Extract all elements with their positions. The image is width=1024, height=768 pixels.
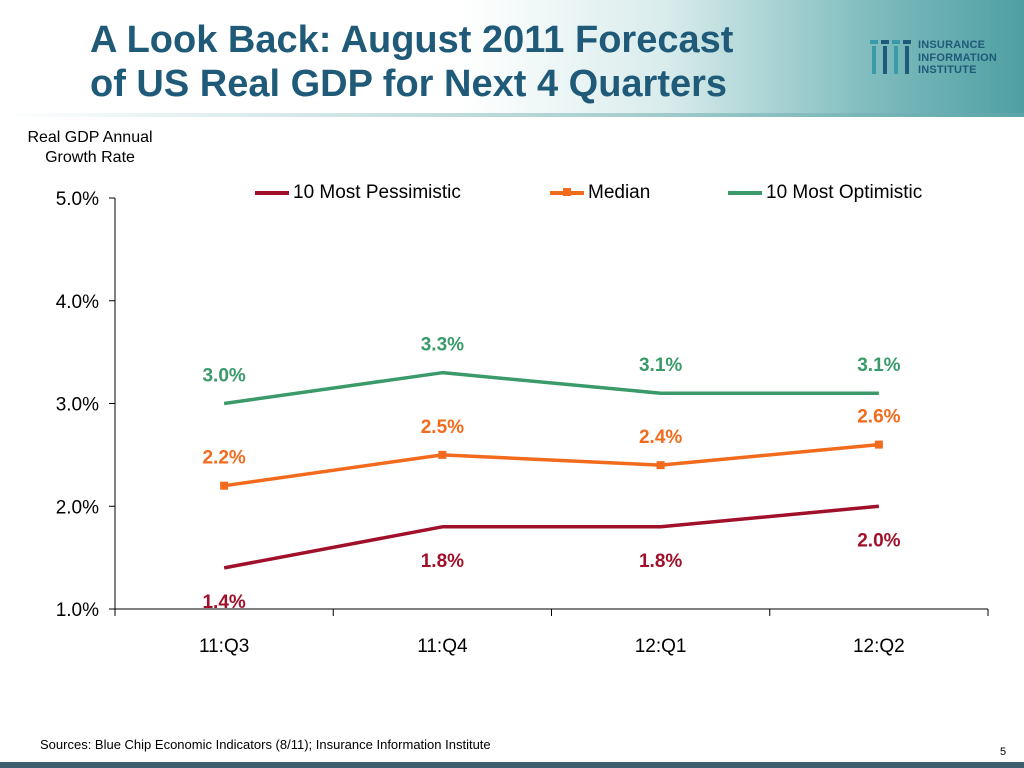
- legend-label-pessimistic: 10 Most Pessimistic: [293, 182, 461, 203]
- legend-item-optimistic: 10 Most Optimistic: [728, 180, 922, 206]
- data-label: 3.3%: [421, 335, 464, 356]
- bottom-bar: [0, 762, 1024, 768]
- slide-title: A Look Back: August 2011 Forecast of US …: [90, 18, 850, 106]
- legend-item-pessimistic: 10 Most Pessimistic: [255, 180, 461, 206]
- data-label: 3.0%: [202, 366, 245, 387]
- header-band: [0, 0, 1024, 115]
- header-divider: [0, 113, 1024, 117]
- logo-wordmark: INSURANCE INFORMATION INSTITUTE: [918, 39, 997, 77]
- x-tick-label: 11:Q3: [199, 636, 249, 657]
- y-axis-title-line-2: Growth Rate: [45, 149, 135, 166]
- x-tick-label: 12:Q1: [635, 636, 687, 657]
- data-point-marker: [438, 450, 447, 459]
- y-axis-title: Real GDP Annual Growth Rate: [10, 128, 170, 168]
- data-point-marker: [874, 440, 883, 449]
- iii-logo: INSURANCE INFORMATION INSTITUTE: [868, 36, 1018, 80]
- y-tick-label: 3.0%: [56, 395, 99, 416]
- data-label: 2.2%: [202, 448, 245, 469]
- title-line-1: A Look Back: August 2011 Forecast: [90, 19, 734, 61]
- data-point-marker: [656, 461, 665, 470]
- y-tick-label: 1.0%: [56, 600, 99, 621]
- y-tick-label: 4.0%: [56, 292, 99, 313]
- iii-logo-icon: [870, 40, 911, 74]
- x-tick-label: 12:Q2: [853, 636, 905, 657]
- data-label: 3.1%: [639, 355, 682, 376]
- series-line-0: [223, 504, 880, 570]
- y-tick-label: 2.0%: [56, 497, 99, 518]
- data-point-marker: [220, 481, 229, 490]
- series-line-2: [223, 370, 879, 406]
- data-label: 3.1%: [857, 355, 900, 376]
- logo-line-2: INFORMATION: [918, 51, 997, 64]
- logo-line-1: INSURANCE: [918, 39, 986, 51]
- data-label: 1.8%: [639, 551, 682, 572]
- data-label: 2.0%: [857, 530, 900, 551]
- chart-legend: 10 Most Pessimistic Median 10 Most Optim…: [255, 180, 975, 206]
- series-line-1: [223, 442, 880, 488]
- legend-label-optimistic: 10 Most Optimistic: [766, 182, 923, 203]
- y-tick-label: 5.0%: [56, 189, 99, 210]
- source-note: Sources: Blue Chip Economic Indicators (…: [40, 737, 491, 752]
- data-label: 2.6%: [857, 407, 900, 428]
- data-label: 2.4%: [639, 427, 682, 448]
- data-label: 1.4%: [202, 592, 245, 613]
- title-line-2: of US Real GDP for Next 4 Quarters: [90, 63, 728, 105]
- data-label: 1.8%: [421, 551, 464, 572]
- legend-label-median: Median: [588, 182, 651, 203]
- legend-item-median: Median: [550, 180, 650, 206]
- legend-swatch-pessimistic: [255, 191, 289, 195]
- logo-line-3: INSTITUTE: [918, 64, 977, 76]
- legend-swatch-median: [550, 188, 584, 196]
- x-tick-label: 11:Q4: [417, 636, 468, 657]
- line-chart: 1.0% 2.0% 3.0% 4.0% 5.0% 11:Q3 11:Q4 12:Q1 12:Q2…: [56, 189, 989, 657]
- data-label: 2.5%: [421, 417, 464, 438]
- legend-swatch-optimistic: [728, 191, 762, 195]
- page-number: 5: [1000, 746, 1007, 758]
- legend-marker-median: [563, 188, 571, 196]
- y-axis-title-line-1: Real GDP Annual: [27, 129, 153, 146]
